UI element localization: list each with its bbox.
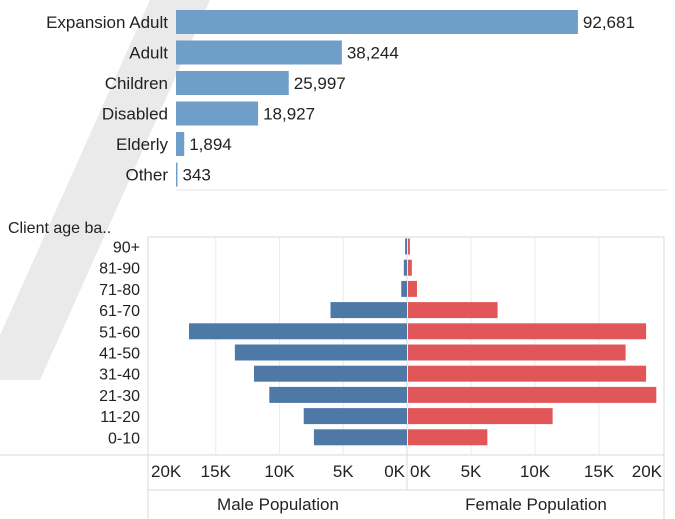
category-label: Expansion Adult <box>46 13 168 32</box>
watermark: DRAFT <box>0 0 210 380</box>
value-label: 25,997 <box>294 74 346 93</box>
female-bar-5 <box>408 344 626 361</box>
female-bar-4 <box>408 323 647 340</box>
male-tick-label: 10K <box>264 462 295 481</box>
male-bar-6 <box>254 365 407 382</box>
female-bar-2 <box>408 280 417 297</box>
watermark-band <box>0 0 210 380</box>
value-label: 38,244 <box>347 44 399 63</box>
age-band-label: 71-80 <box>99 282 140 299</box>
male-bar-1 <box>403 259 407 276</box>
value-label: 18,927 <box>263 105 315 124</box>
value-label: 343 <box>182 166 210 185</box>
male-bar-4 <box>188 323 407 340</box>
bar-0 <box>176 10 578 34</box>
pyramid-bars <box>188 238 657 446</box>
male-bar-2 <box>401 280 407 297</box>
female-axis-title: Female Population <box>465 495 607 514</box>
bar-4 <box>176 132 185 156</box>
male-bar-5 <box>234 344 407 361</box>
age-band-label: 81-90 <box>99 261 140 278</box>
female-tick-label: 20K <box>632 462 663 481</box>
bar-2 <box>176 71 289 95</box>
female-tick-label: 0K <box>410 462 431 481</box>
male-tick-label: 5K <box>333 462 354 481</box>
pyramid-axes: 20K 15K 10K 5K 0K 0K 5K 10K 15K 20K <box>151 462 663 481</box>
female-bar-1 <box>408 259 412 276</box>
male-bar-7 <box>269 386 407 403</box>
male-bar-9 <box>313 429 407 446</box>
age-band-label: 90+ <box>113 240 140 257</box>
male-bar-8 <box>303 408 407 425</box>
age-band-label: 0-10 <box>108 430 140 447</box>
female-tick-label: 15K <box>584 462 615 481</box>
age-band-label: 21-30 <box>99 388 140 405</box>
female-bar-3 <box>408 302 498 319</box>
age-band-label: 61-70 <box>99 303 140 320</box>
female-bar-7 <box>408 386 657 403</box>
male-tick-label: 15K <box>201 462 232 481</box>
category-label: Adult <box>129 44 168 63</box>
female-bar-0 <box>408 238 410 255</box>
value-label: 92,681 <box>583 13 635 32</box>
bar-5 <box>176 162 178 187</box>
category-label: Elderly <box>116 135 168 154</box>
female-bar-6 <box>408 365 647 382</box>
male-tick-label: 20K <box>151 462 182 481</box>
bar-3 <box>176 101 259 126</box>
male-bar-3 <box>330 302 407 319</box>
male-axis-title: Male Population <box>217 495 339 514</box>
category-label: Children <box>105 74 168 93</box>
female-bar-9 <box>408 429 488 446</box>
age-band-label: 41-50 <box>99 346 140 363</box>
bar-1 <box>176 40 342 65</box>
male-bar-0 <box>405 238 407 255</box>
female-tick-label: 10K <box>520 462 551 481</box>
pyramid-gridlines <box>215 237 600 490</box>
pyramid-age-labels: 90+ 81-90 71-80 61-70 51-60 41-50 31-40 21-30 11… <box>99 240 140 448</box>
age-band-label: 11-20 <box>100 409 140 426</box>
age-band-label: 51-60 <box>99 324 140 341</box>
pyramid-frame <box>0 236 665 519</box>
eligibility-category-bar-chart: Expansion Adult 92,681 Adult 38,244 Children… <box>46 10 668 191</box>
age-band-label: 31-40 <box>99 367 140 384</box>
row-header-label: Client age ba.. <box>8 220 111 237</box>
category-label: Disabled <box>102 105 168 124</box>
female-tick-label: 5K <box>461 462 482 481</box>
value-label: 1,894 <box>189 135 232 154</box>
male-tick-label: 0K <box>384 462 405 481</box>
female-bar-8 <box>408 408 553 425</box>
category-label: Other <box>125 166 168 185</box>
age-population-pyramid-chart: Client age ba.. 90+ 81-90 71-80 61-70 51-60 4… <box>0 220 665 519</box>
